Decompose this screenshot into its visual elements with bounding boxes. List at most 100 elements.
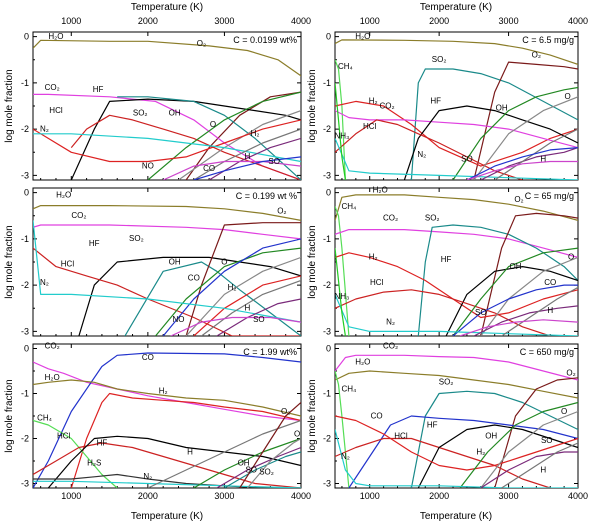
series-line-co2 xyxy=(33,93,301,180)
series-line-n2 xyxy=(33,220,301,323)
bottom-axis-label-left: Temperature (K) xyxy=(131,511,203,522)
y-tick-label: -3 xyxy=(323,170,331,180)
y-tick-label: -2 xyxy=(323,434,331,444)
series-line-co2 xyxy=(335,229,578,258)
top-axis-label-right: Temperature (K) xyxy=(420,2,492,13)
species-label: HF xyxy=(93,85,104,94)
y-tick-label: 0 xyxy=(24,188,29,198)
series-line-hf xyxy=(403,105,578,180)
y-tick-label: -1 xyxy=(21,78,29,88)
y-axis-label: log mole fraction xyxy=(4,69,15,142)
species-label: O₂ xyxy=(277,206,286,215)
series-line-nh3 xyxy=(335,248,346,336)
species-label: H₂O xyxy=(355,32,370,41)
series-line-o2 xyxy=(480,212,578,336)
species-label: CH₄ xyxy=(37,414,52,423)
species-label: O xyxy=(564,92,570,101)
species-label: H xyxy=(540,155,546,164)
species-label: H₂O xyxy=(48,32,63,41)
species-label: HF xyxy=(430,97,441,106)
bottom-axis-label-right: Temperature (K) xyxy=(420,511,492,522)
species-label: O₂ xyxy=(281,407,290,416)
series-line-h2o xyxy=(335,370,578,399)
series-line-so xyxy=(216,298,301,336)
series-line-co xyxy=(452,284,578,336)
species-label: H xyxy=(547,306,553,315)
series-line-no xyxy=(162,160,301,180)
species-label: O₂ xyxy=(566,369,575,378)
series-line-h2 xyxy=(335,415,578,471)
series-line-o xyxy=(246,437,301,488)
series-line-hf xyxy=(417,424,578,488)
species-label: NH₃ xyxy=(335,131,350,140)
series-line-co xyxy=(162,238,301,336)
species-label: CO₂ xyxy=(383,213,398,222)
series-line-so2 xyxy=(117,96,301,180)
series-line-co xyxy=(348,415,578,488)
species-label: HCl xyxy=(57,432,71,441)
species-label: HCl xyxy=(49,106,63,115)
series-line-oh xyxy=(452,86,578,180)
x-tick-label-bottom: 4000 xyxy=(568,491,588,501)
series-line-hf xyxy=(78,256,301,336)
y-axis-label: log mole fraction xyxy=(307,379,318,452)
species-label: O₂ xyxy=(532,50,541,59)
x-tick-label-top: 2000 xyxy=(138,16,158,26)
series-line-h2 xyxy=(33,119,301,163)
species-label: H₂ xyxy=(228,283,237,292)
series-line-co2 xyxy=(335,110,578,149)
species-label: HF xyxy=(441,255,452,264)
x-tick-label-top: 4000 xyxy=(568,16,588,26)
species-label: HF xyxy=(89,239,100,248)
species-label: SO xyxy=(245,465,257,474)
series-line-no xyxy=(466,160,578,180)
species-label: H xyxy=(540,465,546,474)
series-line-co xyxy=(33,352,301,488)
series-line-hcl xyxy=(335,289,551,336)
series-line-h xyxy=(494,128,578,180)
series-line-o2 xyxy=(494,377,578,488)
series-line-h2 xyxy=(335,100,578,167)
species-label: OH xyxy=(496,104,508,113)
species-label: SO₂ xyxy=(425,213,440,222)
y-tick-label: -1 xyxy=(21,234,29,244)
species-label: H₂ xyxy=(251,129,260,138)
series-line-o2 xyxy=(185,222,301,336)
series-line-n2 xyxy=(33,480,301,488)
species-label: O₂ xyxy=(514,195,523,204)
species-label: SO xyxy=(541,436,553,445)
y-axis-label: log mole fraction xyxy=(4,379,15,452)
species-label: CO₂ xyxy=(45,342,60,351)
y-tick-label: 0 xyxy=(326,32,331,42)
species-label: HCl xyxy=(61,260,75,269)
species-label: N₂ xyxy=(417,150,426,159)
species-label: N₂ xyxy=(143,472,152,481)
species-label: O xyxy=(210,120,216,129)
y-tick-label: -3 xyxy=(21,326,29,336)
species-label: H xyxy=(245,152,251,161)
series-line-o2 xyxy=(473,61,578,180)
y-tick-label: -3 xyxy=(21,170,29,180)
series-line-co2 xyxy=(33,224,301,240)
x-tick-label-top: 4000 xyxy=(291,16,311,26)
series-line-oh xyxy=(459,401,578,488)
y-tick-label: -1 xyxy=(21,389,29,399)
species-label: H₂O xyxy=(373,186,388,195)
x-tick-label-top: 3000 xyxy=(499,16,519,26)
series-line-so2 xyxy=(417,224,578,336)
species-label: HCl xyxy=(363,122,377,131)
series-line-oh xyxy=(452,247,578,336)
species-label: CH₄ xyxy=(341,384,356,393)
species-label: HCl xyxy=(370,278,384,287)
species-label: N₂ xyxy=(341,452,350,461)
series-line-co2 xyxy=(33,361,301,422)
y-axis-label: log mole fraction xyxy=(4,225,15,298)
y-tick-label: -2 xyxy=(323,280,331,290)
series-line-o xyxy=(178,110,301,180)
series-line-n2 xyxy=(335,429,578,488)
x-tick-label-bottom: 2000 xyxy=(138,491,158,501)
series-line-h2 xyxy=(193,275,301,336)
species-label: OH xyxy=(485,432,497,441)
y-tick-label: -1 xyxy=(323,389,331,399)
